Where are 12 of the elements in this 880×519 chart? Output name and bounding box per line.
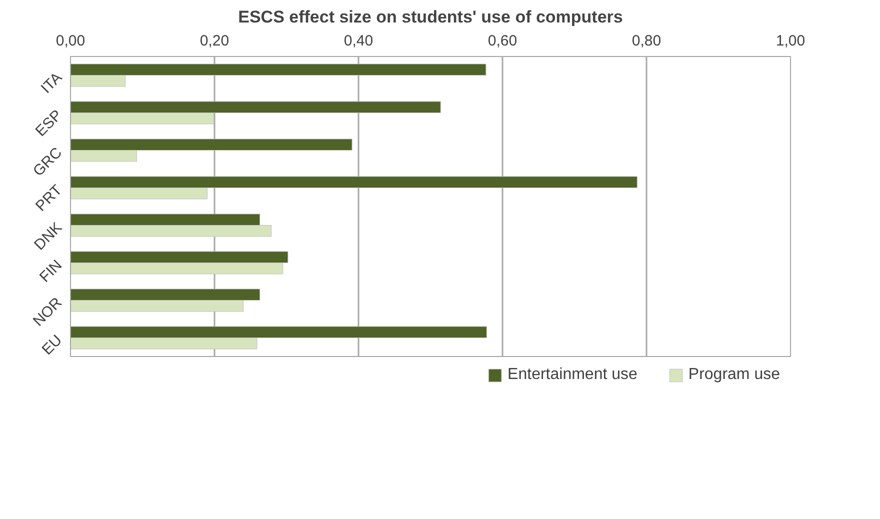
chart-title: ESCS effect size on students' use of computers — [238, 8, 623, 26]
y-tick-label: FIN — [36, 256, 66, 286]
y-tick-label: ITA — [38, 69, 66, 97]
x-tick-label: 0,20 — [200, 32, 230, 50]
legend-label: Program use — [688, 366, 780, 384]
legend-label: Entertainment use — [508, 366, 638, 384]
x-tick-label: 0,60 — [488, 32, 518, 50]
y-tick-label: EU — [38, 332, 66, 358]
x-tick-label: 1,00 — [776, 32, 806, 50]
x-tick-label: 0,80 — [632, 32, 662, 50]
x-tick-label: 0,00 — [56, 32, 86, 50]
x-tick-label: 0,40 — [344, 32, 374, 50]
